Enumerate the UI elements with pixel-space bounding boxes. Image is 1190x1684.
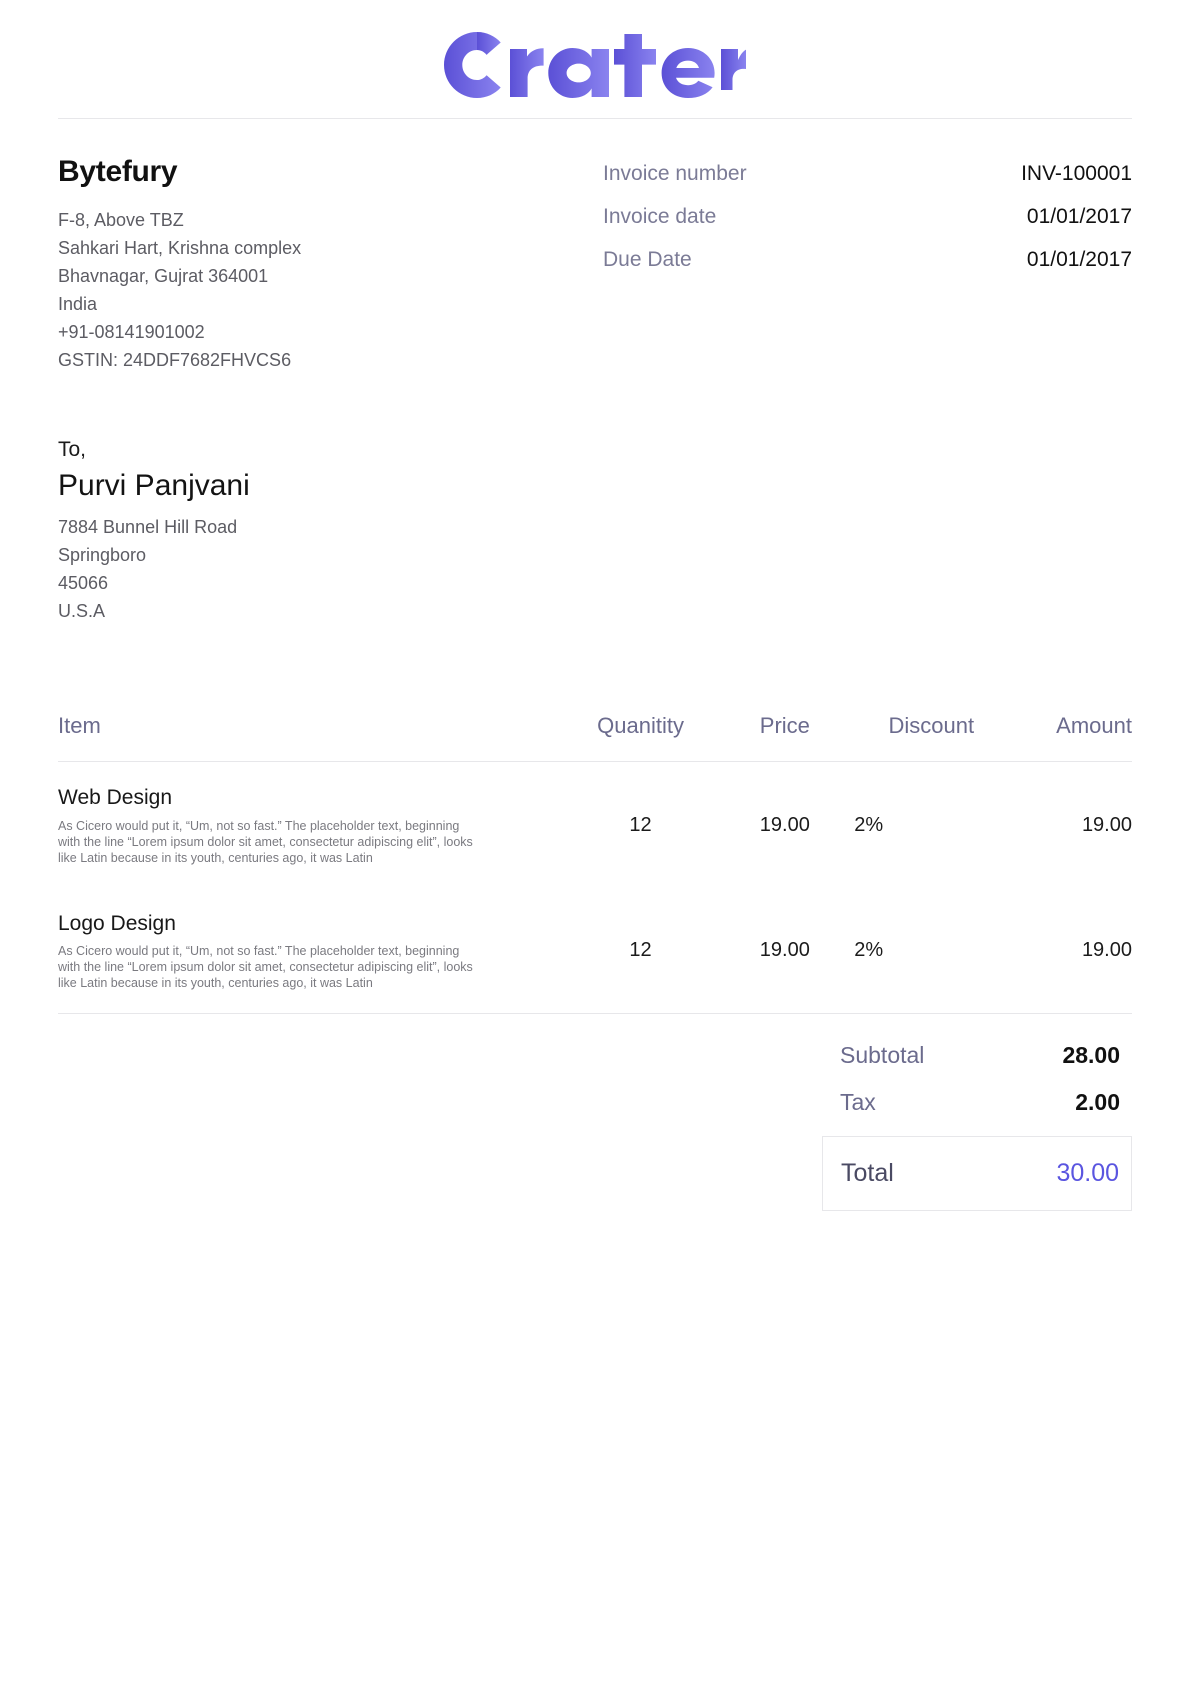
invoice-date-row: Invoice date 01/01/2017: [603, 204, 1132, 229]
subtotal-label: Subtotal: [840, 1042, 925, 1069]
column-header-item: Item: [58, 713, 566, 763]
total-label: Total: [841, 1159, 894, 1188]
item-description: As Cicero would put it, “Um, not so fast…: [58, 818, 473, 865]
subtotal-row: Subtotal 28.00: [822, 1042, 1132, 1069]
invoice-number-value: INV-100001: [1021, 162, 1132, 185]
bill-to-address-line: U.S.A: [58, 601, 106, 622]
due-date-row: Due Date 01/01/2017: [603, 247, 1132, 272]
items-table-head: Item Quanitity Price Discount Amount: [58, 713, 1132, 763]
item-price: 19.00: [759, 938, 810, 961]
due-date-value: 01/01/2017: [1026, 248, 1132, 272]
company-block: Bytefury F-8, Above TBZ Sahkari Hart, Kr…: [58, 155, 603, 374]
company-name: Bytefury: [58, 155, 178, 188]
company-address-line: India: [58, 294, 98, 314]
invoice-date-value: 01/01/2017: [1026, 205, 1132, 229]
bill-to-address-line: 45066: [58, 573, 109, 594]
bill-to-address-line: 7884 Bunnel Hill Road: [58, 517, 238, 538]
item-cell: Logo Design As Cicero would put it, “Um,…: [58, 888, 566, 1013]
item-quantity: 12: [629, 813, 652, 836]
column-header-discount: Discount: [854, 713, 1009, 763]
totals-block: Subtotal 28.00 Tax 2.00 Total 30.00: [822, 1042, 1132, 1212]
tax-row: Tax 2.00: [822, 1089, 1132, 1116]
item-cell: Web Design As Cicero would put it, “Um, …: [58, 762, 566, 888]
grand-total-box: Total 30.00: [822, 1136, 1132, 1212]
column-header-quantity: Quanitity: [565, 713, 716, 763]
item-discount: 2%: [854, 813, 884, 836]
column-header-amount: Amount: [1008, 713, 1132, 763]
items-table-body: Web Design As Cicero would put it, “Um, …: [58, 762, 1132, 1013]
items-section: Item Quanitity Price Discount Amount Web…: [58, 713, 1132, 1015]
tax-label: Tax: [840, 1089, 876, 1116]
invoice-date-label: Invoice date: [603, 205, 717, 229]
company-phone: +91-08141901002: [58, 322, 205, 342]
invoice-meta-block: Invoice number INV-100001 Invoice date 0…: [603, 155, 1132, 374]
bill-to-address-line: Springboro: [58, 545, 147, 566]
item-amount: 19.00: [1081, 813, 1132, 836]
items-header-row: Item Quanitity Price Discount Amount: [58, 713, 1132, 763]
table-row: Logo Design As Cicero would put it, “Um,…: [58, 888, 1132, 1013]
items-table-bottom-divider: [58, 1013, 1132, 1015]
column-header-price: Price: [715, 713, 855, 763]
due-date-label: Due Date: [603, 248, 692, 272]
header-divider: [58, 118, 1132, 119]
items-table: Item Quanitity Price Discount Amount Web…: [58, 713, 1132, 1013]
crater-logo-icon: [444, 32, 746, 98]
bill-to-name: Purvi Panjvani: [58, 469, 250, 503]
totals-section: Subtotal 28.00 Tax 2.00 Total 30.00: [58, 1042, 1132, 1212]
subtotal-value: 28.00: [1062, 1042, 1120, 1069]
table-row: Web Design As Cicero would put it, “Um, …: [58, 762, 1132, 888]
company-gstin: GSTIN: 24DDF7682FHVCS6: [58, 350, 292, 370]
tax-value: 2.00: [1075, 1089, 1120, 1116]
item-title: Logo Design: [58, 911, 176, 935]
item-amount: 19.00: [1081, 938, 1132, 961]
company-address-line: F-8, Above TBZ: [58, 210, 184, 230]
total-value: 30.00: [1056, 1159, 1119, 1188]
company-address-line: Bhavnagar, Gujrat 364001: [58, 266, 269, 286]
bill-to-block: To, Purvi Panjvani 7884 Bunnel Hill Road…: [0, 374, 1190, 625]
item-title: Web Design: [58, 786, 173, 810]
item-discount: 2%: [854, 938, 884, 961]
item-description: As Cicero would put it, “Um, not so fast…: [58, 944, 473, 991]
company-address-line: Sahkari Hart, Krishna complex: [58, 238, 302, 258]
bill-to-label: To,: [58, 438, 87, 461]
invoice-number-row: Invoice number INV-100001: [603, 161, 1132, 186]
invoice-number-label: Invoice number: [603, 162, 747, 185]
item-price: 19.00: [759, 813, 810, 836]
item-quantity: 12: [629, 938, 652, 961]
invoice-header: Bytefury F-8, Above TBZ Sahkari Hart, Kr…: [0, 119, 1190, 374]
brand-logo: [0, 0, 1190, 98]
